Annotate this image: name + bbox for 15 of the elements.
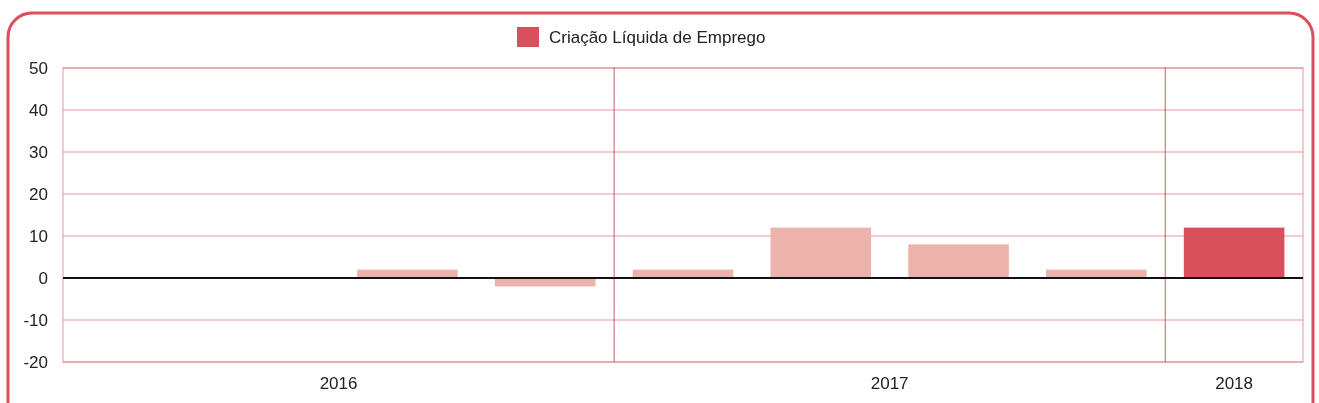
legend-label: Criação Líquida de Emprego bbox=[549, 27, 766, 47]
x-tick-label: 2018 bbox=[1215, 373, 1254, 393]
x-tick-label: 2016 bbox=[319, 373, 358, 393]
bar bbox=[908, 244, 1009, 278]
bar bbox=[1183, 227, 1285, 278]
bar bbox=[770, 227, 872, 278]
y-tick-label: 10 bbox=[29, 226, 48, 246]
y-tick-label: 40 bbox=[29, 100, 48, 120]
y-tick-label: 50 bbox=[29, 58, 48, 78]
y-tick-label: -20 bbox=[23, 352, 48, 372]
y-tick-label: 30 bbox=[29, 142, 48, 162]
y-tick-label: 0 bbox=[38, 268, 48, 288]
y-tick-label: 20 bbox=[29, 184, 48, 204]
x-tick-label: 2017 bbox=[870, 373, 909, 393]
y-tick-label: -10 bbox=[23, 310, 48, 330]
